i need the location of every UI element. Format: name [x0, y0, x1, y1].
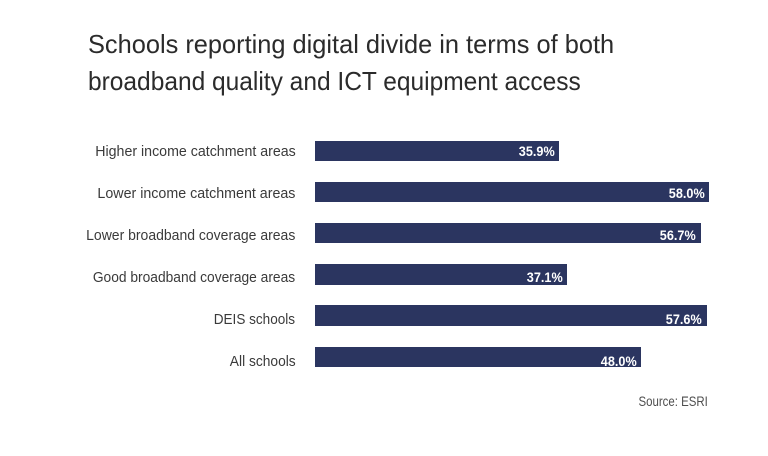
bar: 35.9% [315, 140, 560, 162]
category-label: DEIS schools [214, 310, 296, 328]
bar: 58.0% [315, 181, 710, 203]
chart-title: Schools reporting digital divide in term… [88, 26, 627, 101]
bar: 37.1% [315, 264, 568, 286]
bar: 56.7% [315, 222, 701, 244]
chart-title-line1: Schools reporting digital divide in term… [88, 28, 615, 59]
category-label: All schools [229, 352, 296, 370]
category-label: Lower income catchment areas [97, 184, 296, 202]
value-label: 58.0% [668, 185, 705, 202]
category-label: Good broadband coverage areas [93, 268, 296, 286]
value-label: 56.7% [660, 227, 697, 244]
source-note: Source: ESRI [638, 393, 708, 410]
value-label: 48.0% [600, 353, 637, 370]
chart-title-line2: broadband quality and ICT equipment acce… [88, 66, 581, 97]
bar: 57.6% [315, 305, 707, 328]
bar: 48.0% [315, 346, 642, 370]
value-label: 37.1% [526, 269, 563, 286]
category-label: Higher income catchment areas [94, 142, 296, 160]
value-label: 57.6% [666, 311, 703, 328]
value-label: 35.9% [518, 143, 555, 160]
category-label: Lower broadband coverage areas [86, 226, 296, 244]
